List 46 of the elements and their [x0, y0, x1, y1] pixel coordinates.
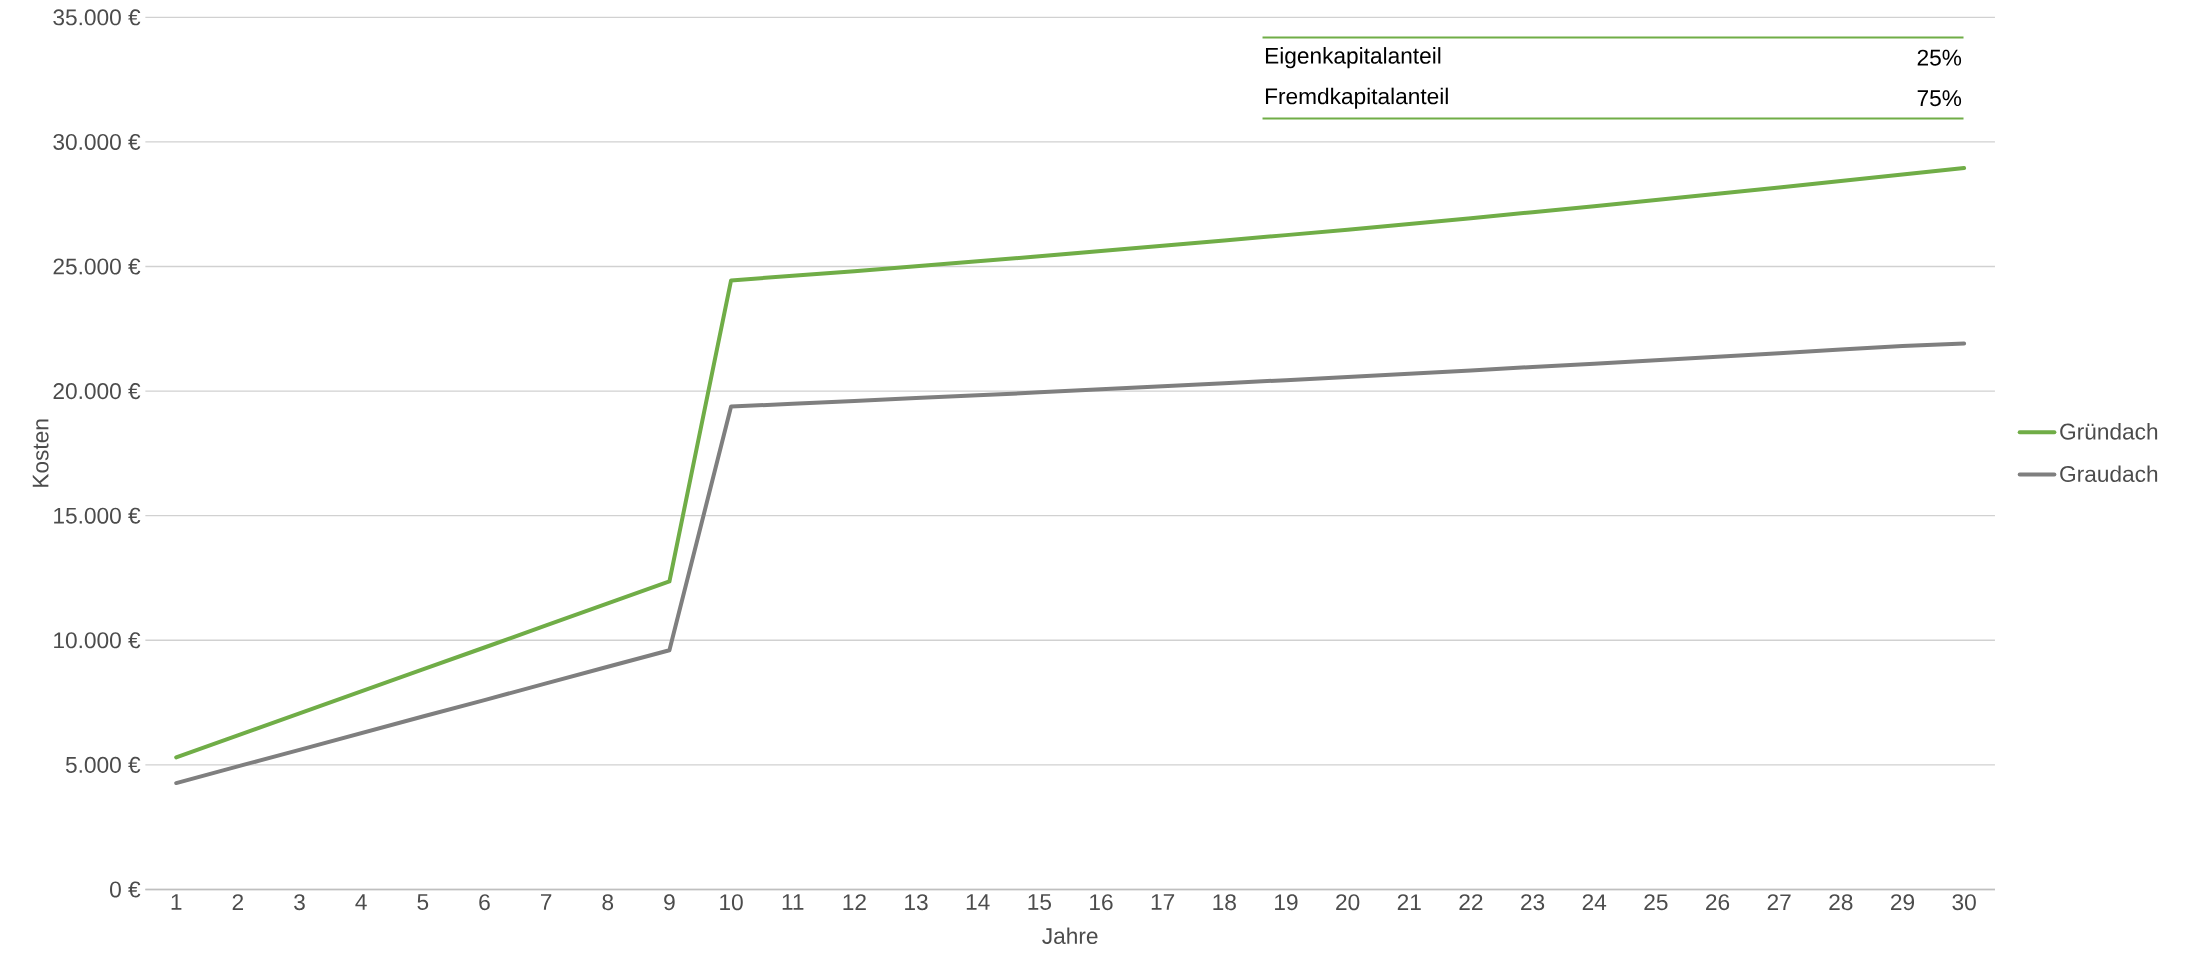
- annotation: 75%: [1917, 90, 1962, 107]
- y-axis-title: Kosten: [32, 419, 49, 487]
- x-tick-label: 24: [1582, 894, 1607, 910]
- x-tick-label: 22: [1459, 894, 1483, 910]
- x-tick-label: 15: [1028, 894, 1051, 910]
- x-tick-label: 13: [905, 894, 928, 911]
- x-tick-label: 16: [1090, 894, 1113, 911]
- x-tick-label: 17: [1151, 894, 1175, 910]
- x-tick-label: 14: [966, 894, 990, 910]
- x-tick-label: 11: [782, 894, 804, 910]
- x-tick-label: 2: [232, 894, 244, 910]
- y-tick-label: 35.000 €: [53, 9, 141, 26]
- x-tick-label: 27: [1767, 894, 1791, 910]
- y-tick-label: 5.000 €: [65, 756, 141, 773]
- x-tick-label: 30: [1952, 894, 1976, 911]
- x-tick-label: 12: [843, 894, 866, 910]
- x-tick-label: 23: [1521, 894, 1545, 911]
- y-tick-label: 30.000 €: [53, 133, 141, 150]
- y-tick-label: 20.000 €: [53, 383, 141, 400]
- x-tick-label: 28: [1829, 894, 1853, 911]
- x-tick-label: 5: [417, 894, 429, 910]
- x-tick-label: 4: [355, 894, 367, 910]
- x-tick-label: 10: [720, 894, 743, 911]
- y-tick-label: 15.000 €: [54, 507, 141, 524]
- annotation: 25%: [1917, 49, 1962, 66]
- annotation: Fremdkapitalanteil: [1265, 87, 1448, 109]
- legend-label: Graudach: [2060, 465, 2158, 482]
- x-tick-label: 7: [540, 894, 552, 910]
- legend-label: Gründach: [2060, 422, 2158, 440]
- x-tick-label: 6: [479, 894, 490, 911]
- x-tick-label: 26: [1706, 894, 1730, 911]
- y-tick-label: 0 €: [110, 881, 141, 898]
- x-tick-label: 9: [664, 894, 675, 911]
- x-tick-label: 25: [1644, 894, 1668, 911]
- x-tick-label: 18: [1213, 894, 1236, 911]
- annotation: Eigenkapitalanteil: [1265, 47, 1441, 69]
- y-tick-label: 25.000 €: [53, 258, 141, 275]
- x-tick-label: 21: [1397, 894, 1421, 910]
- x-tick-label: 29: [1891, 894, 1915, 911]
- x-tick-label: 20: [1336, 894, 1360, 911]
- x-axis-title: Jahre: [1042, 927, 1098, 944]
- x-tick-label: 1: [171, 894, 182, 910]
- y-tick-label: 10.000 €: [54, 632, 141, 649]
- x-tick-label: 3: [294, 894, 305, 911]
- x-tick-label: 8: [602, 894, 614, 911]
- x-tick-label: 19: [1275, 894, 1298, 911]
